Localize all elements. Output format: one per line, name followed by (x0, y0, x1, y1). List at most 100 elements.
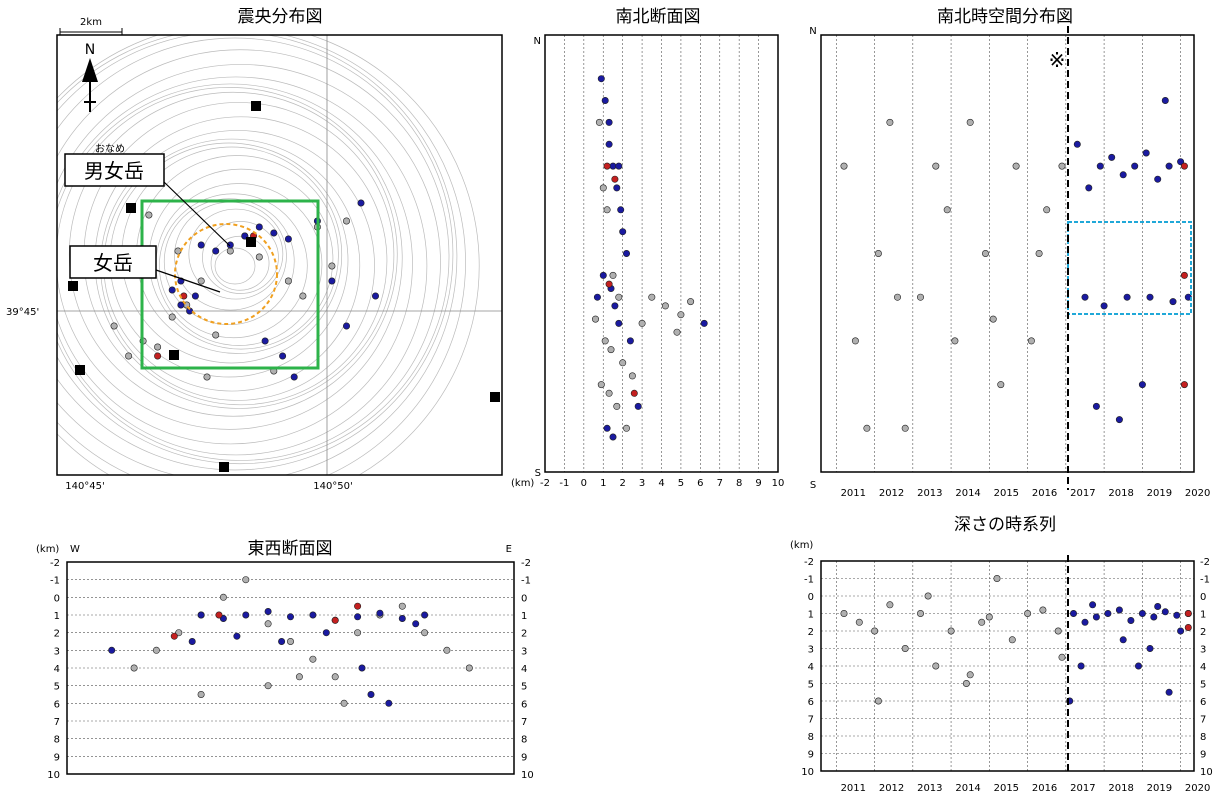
depth-time-point (1161, 608, 1169, 616)
contour-line (174, 201, 287, 311)
ew-point (309, 655, 317, 663)
ew-point (197, 690, 205, 698)
year-label: 2018 (1108, 783, 1133, 794)
ns-section-frame (544, 34, 779, 473)
ns-time-point (997, 381, 1005, 389)
depth-time-title: 深さの時系列 (954, 515, 1056, 535)
ew-point (443, 646, 451, 654)
station-marker (169, 350, 179, 360)
epicenter-point (212, 331, 220, 339)
ew-point (354, 613, 362, 621)
y-tick-label-left: 5 (54, 682, 60, 693)
ns-point (599, 184, 607, 192)
year-label: 2015 (994, 488, 1019, 499)
ns-time-title: 南北時空間分布図 (937, 7, 1073, 27)
ns-time-note-mark: ※ (1049, 48, 1066, 72)
callout-label-2: 女岳 (93, 251, 133, 275)
ew-point (376, 609, 384, 617)
x-tick-label: 6 (697, 478, 703, 489)
scale-bar: 2km (59, 17, 123, 35)
ns-time-point (1108, 153, 1116, 161)
station-marker (490, 392, 500, 402)
ew-east-label: E (506, 544, 512, 555)
epicenter-point (177, 301, 185, 309)
ns-point (613, 402, 621, 410)
y-tick-label-left: 4 (808, 662, 814, 673)
ns-point (609, 162, 617, 170)
y-tick-label-left: 6 (54, 699, 60, 710)
depth-time-point (932, 662, 940, 670)
depth-time-point (1104, 609, 1112, 617)
ns-time-point (1165, 162, 1173, 170)
y-tick-label-left: -1 (50, 576, 60, 587)
ns-x-tick-labels: -2 -1 0 1 2 3 4 5 6 7 8 9 10 (540, 478, 784, 489)
y-tick-label-right: -1 (521, 576, 531, 587)
depth-time-point (1177, 627, 1185, 635)
depth-time-point (978, 618, 986, 626)
ns-point (599, 271, 607, 279)
epicenter-point (357, 199, 365, 207)
ns-time-point (1180, 271, 1188, 279)
contour-line (158, 193, 308, 339)
ns-time-point (1169, 298, 1177, 306)
epicenter-point (168, 286, 176, 294)
ns-time-point (1115, 416, 1123, 424)
epicenter-point (255, 253, 263, 261)
contour-line (57, 49, 450, 465)
ns-point (605, 118, 613, 126)
ns-point (615, 162, 623, 170)
year-label: 2020 (1185, 488, 1210, 499)
depth-time-grid (821, 560, 1194, 772)
ns-time-point (901, 424, 909, 432)
contour-line (188, 208, 284, 300)
year-label: 2013 (917, 783, 942, 794)
ns-point (611, 175, 619, 183)
ns-point (605, 140, 613, 148)
ns-time-point (943, 206, 951, 214)
ew-point (295, 673, 303, 681)
ew-section-points (108, 576, 473, 707)
ns-time-grid (836, 35, 1181, 472)
ns-point (677, 311, 685, 319)
y-tick-label-left: 6 (808, 697, 814, 708)
ns-time-point (1146, 293, 1154, 301)
ns-point (622, 424, 630, 432)
ew-point (219, 593, 227, 601)
ns-time-point (840, 162, 848, 170)
x-tick-label: 2 (619, 478, 625, 489)
y-tick-label-right: 1 (521, 611, 527, 622)
ew-section-panel: 東西断面図 (km) W E -2 -2 -1 -1 0 0 1 1 2 2 3 3 4 4 5 5 6 6 7 7 8… (36, 539, 534, 781)
contour-line (155, 183, 323, 346)
ns-point (613, 184, 621, 192)
ns-time-point (863, 424, 871, 432)
y-tick-label-right: 6 (521, 699, 527, 710)
epicenter-point (191, 292, 199, 300)
year-label: 2017 (1070, 783, 1095, 794)
x-tick-label: -2 (540, 478, 550, 489)
ew-point (215, 611, 223, 619)
ns-point (603, 162, 611, 170)
contour-line (57, 35, 458, 475)
depth-time-point (1115, 606, 1123, 614)
ns-point (609, 433, 617, 441)
ns-point (611, 302, 619, 310)
contour-line (57, 35, 466, 475)
depth-time-point (924, 592, 932, 600)
epicenter-point (212, 247, 220, 255)
ns-time-point (1027, 337, 1035, 345)
ns-time-bottom-label: S (810, 480, 816, 491)
depth-time-point (1081, 618, 1089, 626)
x-tick-label: 5 (678, 478, 684, 489)
depth-time-point (1184, 609, 1192, 617)
y-tick-label-right: -1 (1200, 575, 1210, 586)
depth-time-point (966, 671, 974, 679)
epicenter-panel: 震央分布図 2km N (6, 7, 503, 492)
ns-time-point (989, 315, 997, 323)
depth-time-point (962, 679, 970, 687)
epicenter-point (290, 373, 298, 381)
ew-point (264, 620, 272, 628)
y-tick-label-left: 10 (47, 770, 60, 781)
contour-line (210, 235, 270, 291)
ns-point (615, 293, 623, 301)
y-tick-label-right: 9 (1200, 750, 1206, 761)
